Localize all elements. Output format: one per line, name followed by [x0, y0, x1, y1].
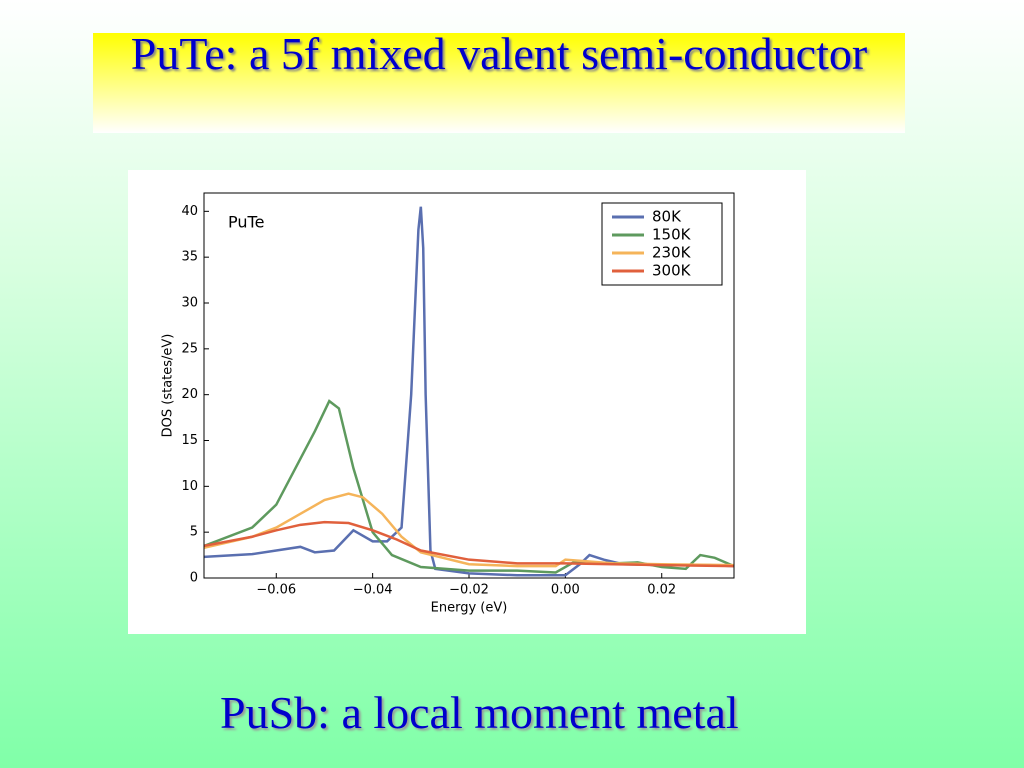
series-line	[204, 520, 734, 568]
series-line	[204, 206, 734, 577]
legend-label: 230K	[652, 244, 692, 262]
series-line	[204, 399, 734, 574]
y-tick-label: 15	[181, 433, 198, 448]
slide-footer: PuSb: a local moment metal	[220, 687, 739, 738]
x-tick-label: 0.02	[647, 583, 676, 598]
y-tick-label: 25	[181, 341, 198, 356]
title-banner	[93, 33, 905, 133]
chart-box: −0.06 −0.04 −0.02 0.00 0.02 0 5 10 15 20 25 30 35 40 P…	[128, 170, 806, 634]
x-axis-label: Energy (eV)	[431, 601, 508, 616]
y-axis-label: DOS (states/eV)	[161, 334, 176, 438]
y-tick-label: 5	[190, 525, 198, 540]
series-line	[204, 492, 734, 568]
y-tick-label: 20	[181, 387, 198, 402]
x-tick-label: −0.04	[353, 583, 393, 598]
y-tick-label: 10	[181, 479, 198, 494]
legend-label: 80K	[652, 208, 682, 226]
x-tick-label: −0.02	[449, 583, 489, 598]
annotation: PuTe	[228, 213, 264, 232]
x-tick-label: 0.00	[551, 583, 580, 598]
y-tick-label: 40	[181, 204, 198, 219]
plot-frame	[203, 192, 735, 579]
legend-label: 300K	[652, 262, 692, 280]
x-tick-label: −0.06	[256, 583, 296, 598]
chart: −0.06 −0.04 −0.02 0.00 0.02 0 5 10 15 20 25 30 35 40 P…	[161, 192, 735, 616]
y-tick-label: 0	[190, 571, 198, 586]
legend-label: 150K	[652, 226, 692, 244]
y-tick-label: 30	[181, 296, 198, 311]
slide-title: PuTe: a 5f mixed valent semi-conductor	[130, 28, 868, 79]
y-tick-label: 35	[181, 250, 198, 265]
